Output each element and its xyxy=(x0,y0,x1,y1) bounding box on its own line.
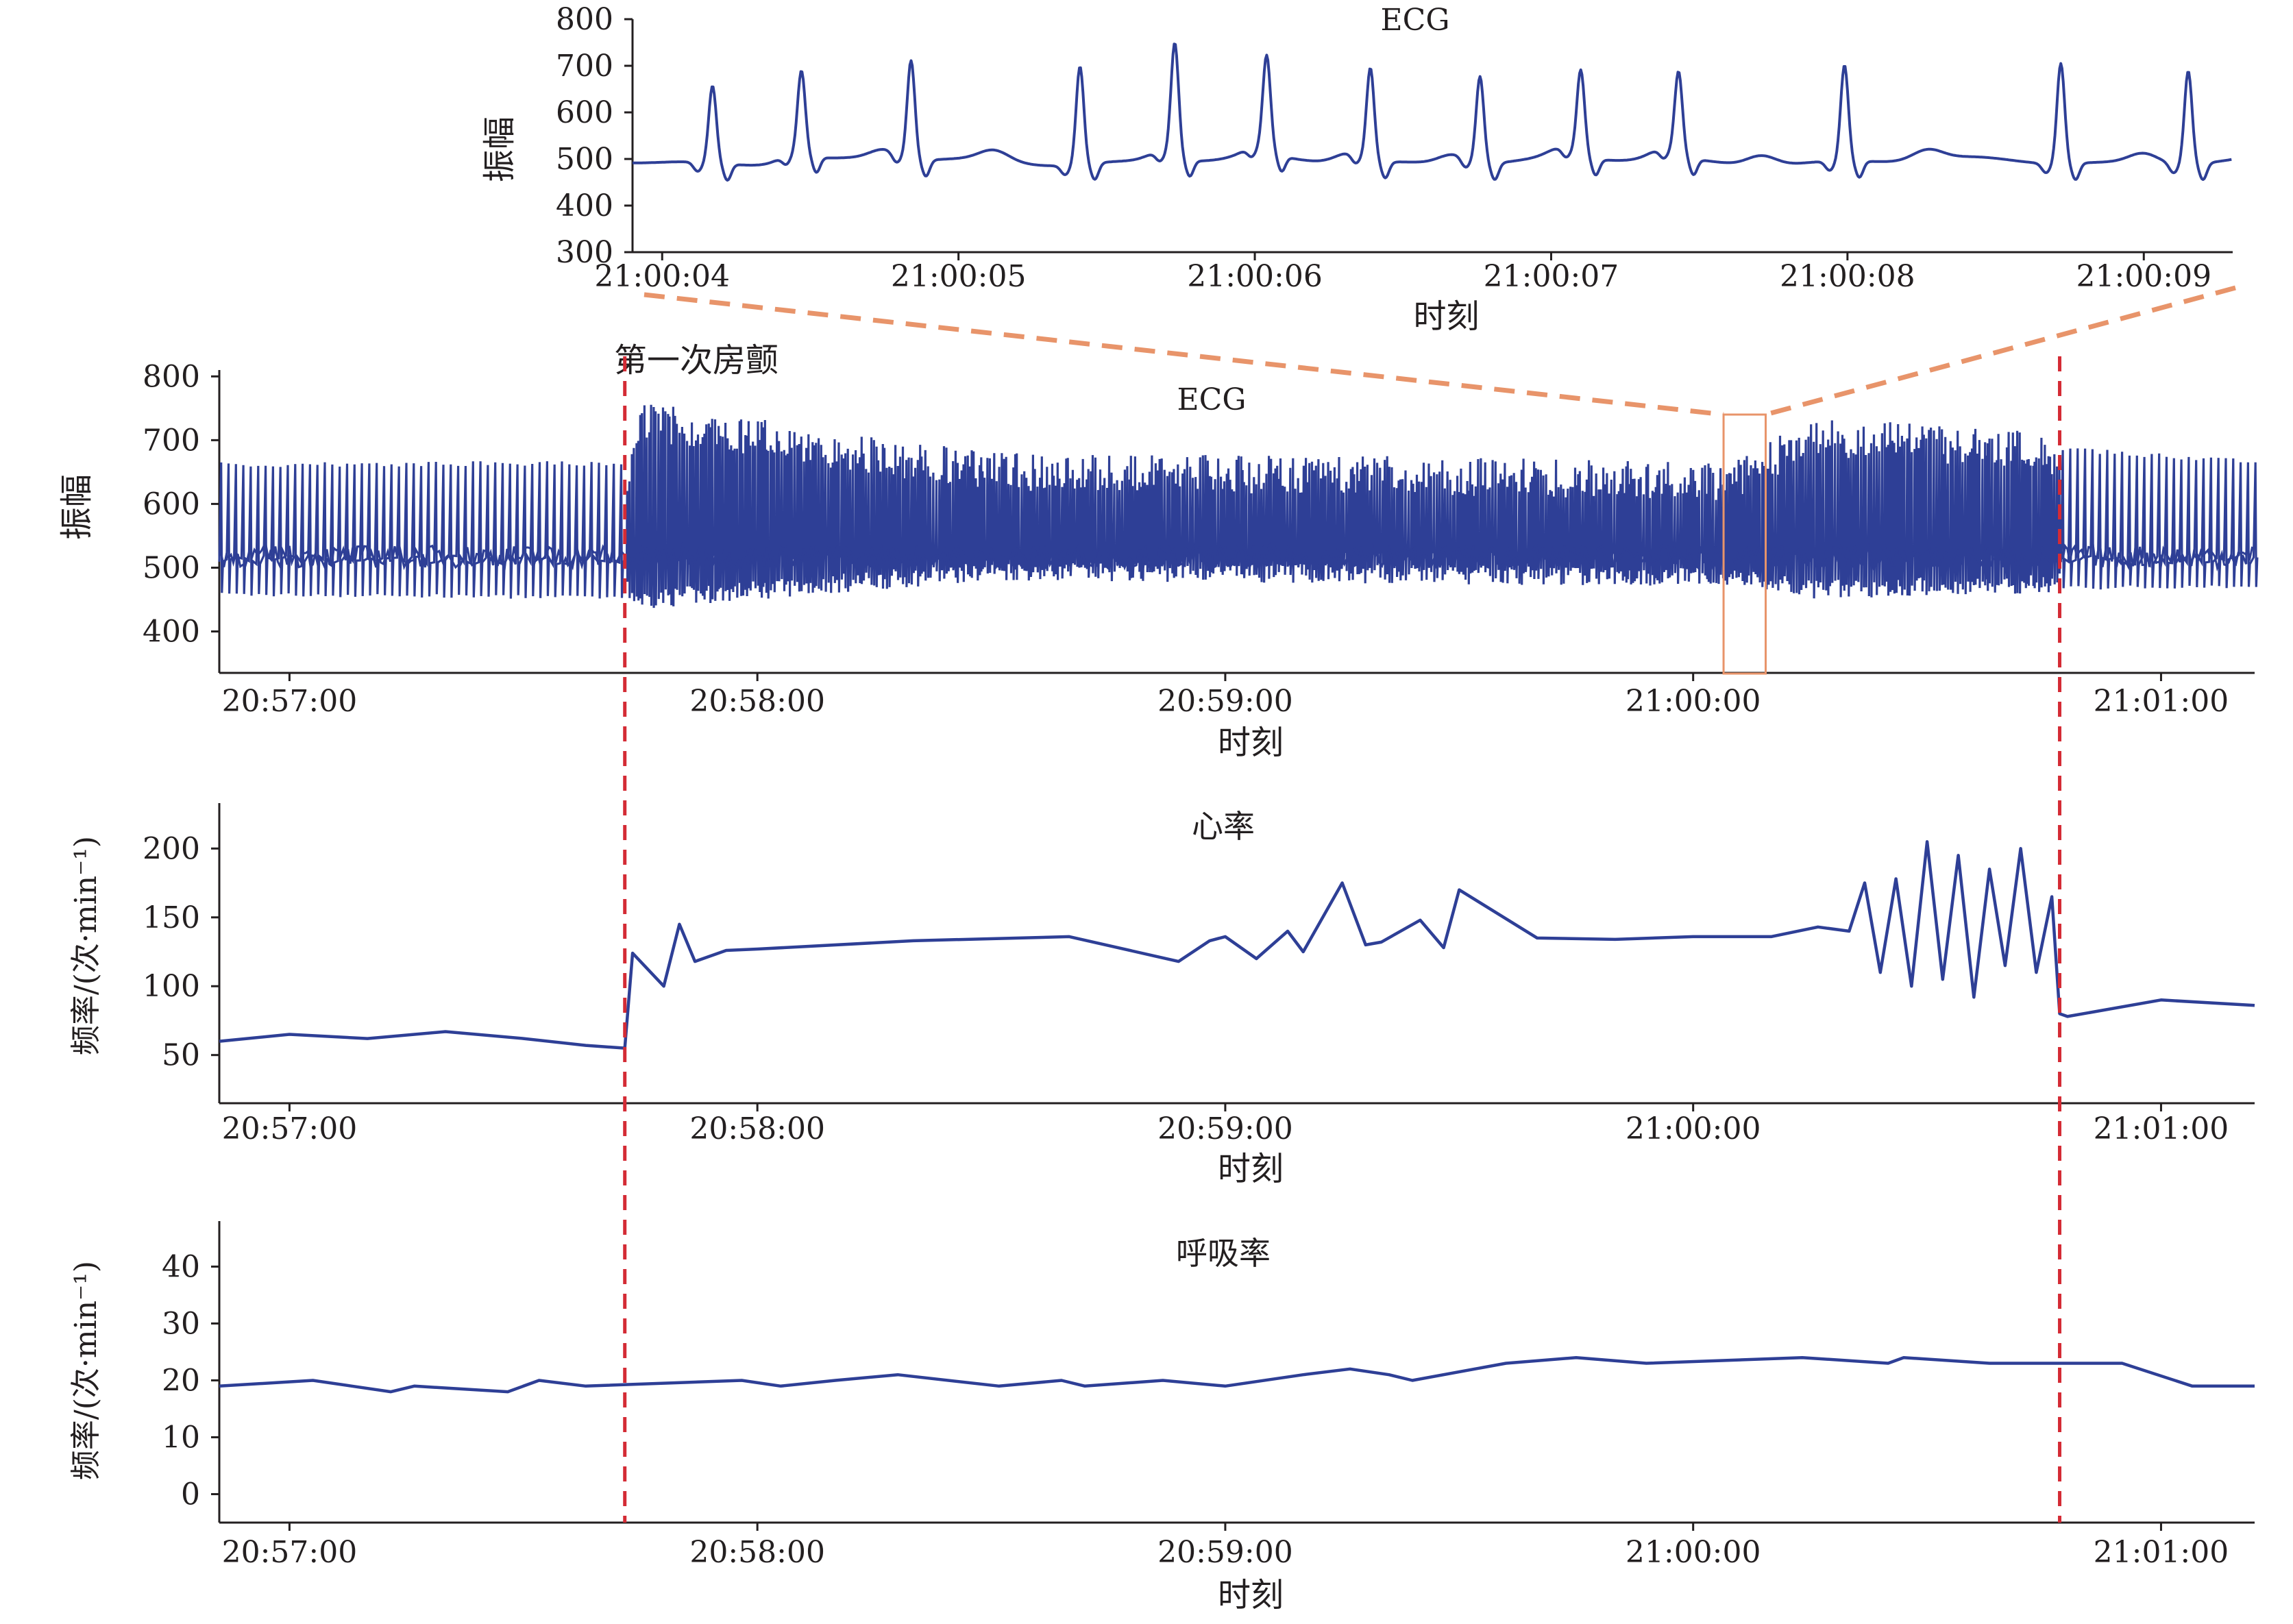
y-tick-label: 100 xyxy=(143,969,200,1004)
x-tick-label: 20:57:00 xyxy=(222,684,358,719)
y-axis-label: 振幅 xyxy=(58,474,96,540)
x-tick-label: 21:01:00 xyxy=(2094,684,2229,719)
x-axis-label: 时刻 xyxy=(1218,1150,1284,1188)
zoom-connector-left xyxy=(643,292,1724,417)
x-tick-label: 21:00:00 xyxy=(1626,1535,1761,1570)
ecg-zoom-title: ECG xyxy=(1381,3,1450,38)
ecg-zoom-trace xyxy=(632,42,2232,182)
x-tick-label: 21:00:08 xyxy=(1780,259,1915,294)
x-tick-label: 21:00:00 xyxy=(1626,684,1761,719)
x-tick-label: 21:00:05 xyxy=(891,259,1027,294)
y-tick-label: 40 xyxy=(162,1249,200,1284)
y-tick-label: 150 xyxy=(143,900,200,935)
heart-rate-trace xyxy=(219,840,2255,1050)
x-tick-label: 20:58:00 xyxy=(689,684,825,719)
y-tick-label: 700 xyxy=(143,423,200,458)
ecg-full-chart: ECG 400 500 600 700 800 20:57:00 20:58:00 20:59… xyxy=(58,359,2259,762)
respiration-rate-title: 呼吸率 xyxy=(1176,1235,1271,1272)
y-axis-label: 频率/(次·min⁻¹) xyxy=(69,836,103,1055)
y-tick-label: 500 xyxy=(143,550,200,585)
y-tick-label: 700 xyxy=(556,49,613,84)
x-tick-label: 20:57:00 xyxy=(222,1111,358,1146)
ecg-full-title: ECG xyxy=(1177,382,1247,417)
x-tick-label: 20:58:00 xyxy=(689,1111,825,1146)
x-tick-label: 20:57:00 xyxy=(222,1535,358,1570)
x-tick-label: 21:00:06 xyxy=(1187,259,1323,294)
y-tick-label: 500 xyxy=(556,142,613,177)
x-axis-label: 时刻 xyxy=(1218,1576,1284,1614)
ecg-full-trace xyxy=(218,404,2259,608)
y-tick-label: 400 xyxy=(556,188,613,223)
ecg-full-baseline xyxy=(218,541,2254,572)
x-tick-label: 21:00:00 xyxy=(1626,1111,1761,1146)
y-tick-label: 400 xyxy=(143,615,200,650)
heart-rate-title: 心率 xyxy=(1192,808,1255,845)
y-axis-label: 振幅 xyxy=(480,116,519,182)
respiration-rate-chart: 呼吸率 0 10 20 30 40 20:57:00 20:58:00 20:59:00 21:… xyxy=(69,1221,2255,1614)
y-tick-label: 600 xyxy=(143,487,200,521)
y-tick-label: 800 xyxy=(556,2,613,37)
y-tick-label: 10 xyxy=(162,1420,200,1455)
y-tick-label: 0 xyxy=(181,1477,200,1512)
y-tick-label: 800 xyxy=(143,359,200,394)
x-axis-label: 时刻 xyxy=(1218,724,1284,762)
zoom-connector-right xyxy=(1765,285,2236,417)
ecg-zoom-chart: ECG 300 400 500 600 700 800 21:00:04 21:00:05 21… xyxy=(480,2,2233,336)
x-tick-label: 20:59:00 xyxy=(1157,684,1293,719)
x-tick-label: 20:59:00 xyxy=(1157,1111,1293,1146)
annotations: 第一次房颤 xyxy=(614,285,2236,1523)
x-tick-label: 21:00:04 xyxy=(594,259,730,294)
x-tick-label: 20:59:00 xyxy=(1157,1535,1293,1570)
zoom-window-box xyxy=(1722,413,1767,675)
y-tick-label: 200 xyxy=(143,831,200,866)
y-tick-label: 20 xyxy=(162,1363,200,1398)
y-tick-label: 30 xyxy=(162,1306,200,1341)
x-tick-label: 20:58:00 xyxy=(689,1535,825,1570)
af-label: 第一次房颤 xyxy=(614,341,778,380)
x-tick-label: 21:01:00 xyxy=(2094,1535,2229,1570)
y-tick-label: 600 xyxy=(556,95,613,130)
x-tick-label: 21:00:09 xyxy=(2076,259,2211,294)
y-axis-label: 频率/(次·min⁻¹) xyxy=(69,1261,103,1480)
y-tick-label: 50 xyxy=(162,1038,200,1073)
respiration-rate-trace xyxy=(219,1355,2255,1394)
x-axis-label: 时刻 xyxy=(1413,297,1479,336)
y-tick-label: 300 xyxy=(556,235,613,270)
x-tick-label: 21:01:00 xyxy=(2094,1111,2229,1146)
heart-rate-chart: 心率 50 100 150 200 20:57:00 20:58:00 20:59:00 21… xyxy=(69,803,2255,1188)
x-tick-label: 21:00:07 xyxy=(1484,259,1619,294)
